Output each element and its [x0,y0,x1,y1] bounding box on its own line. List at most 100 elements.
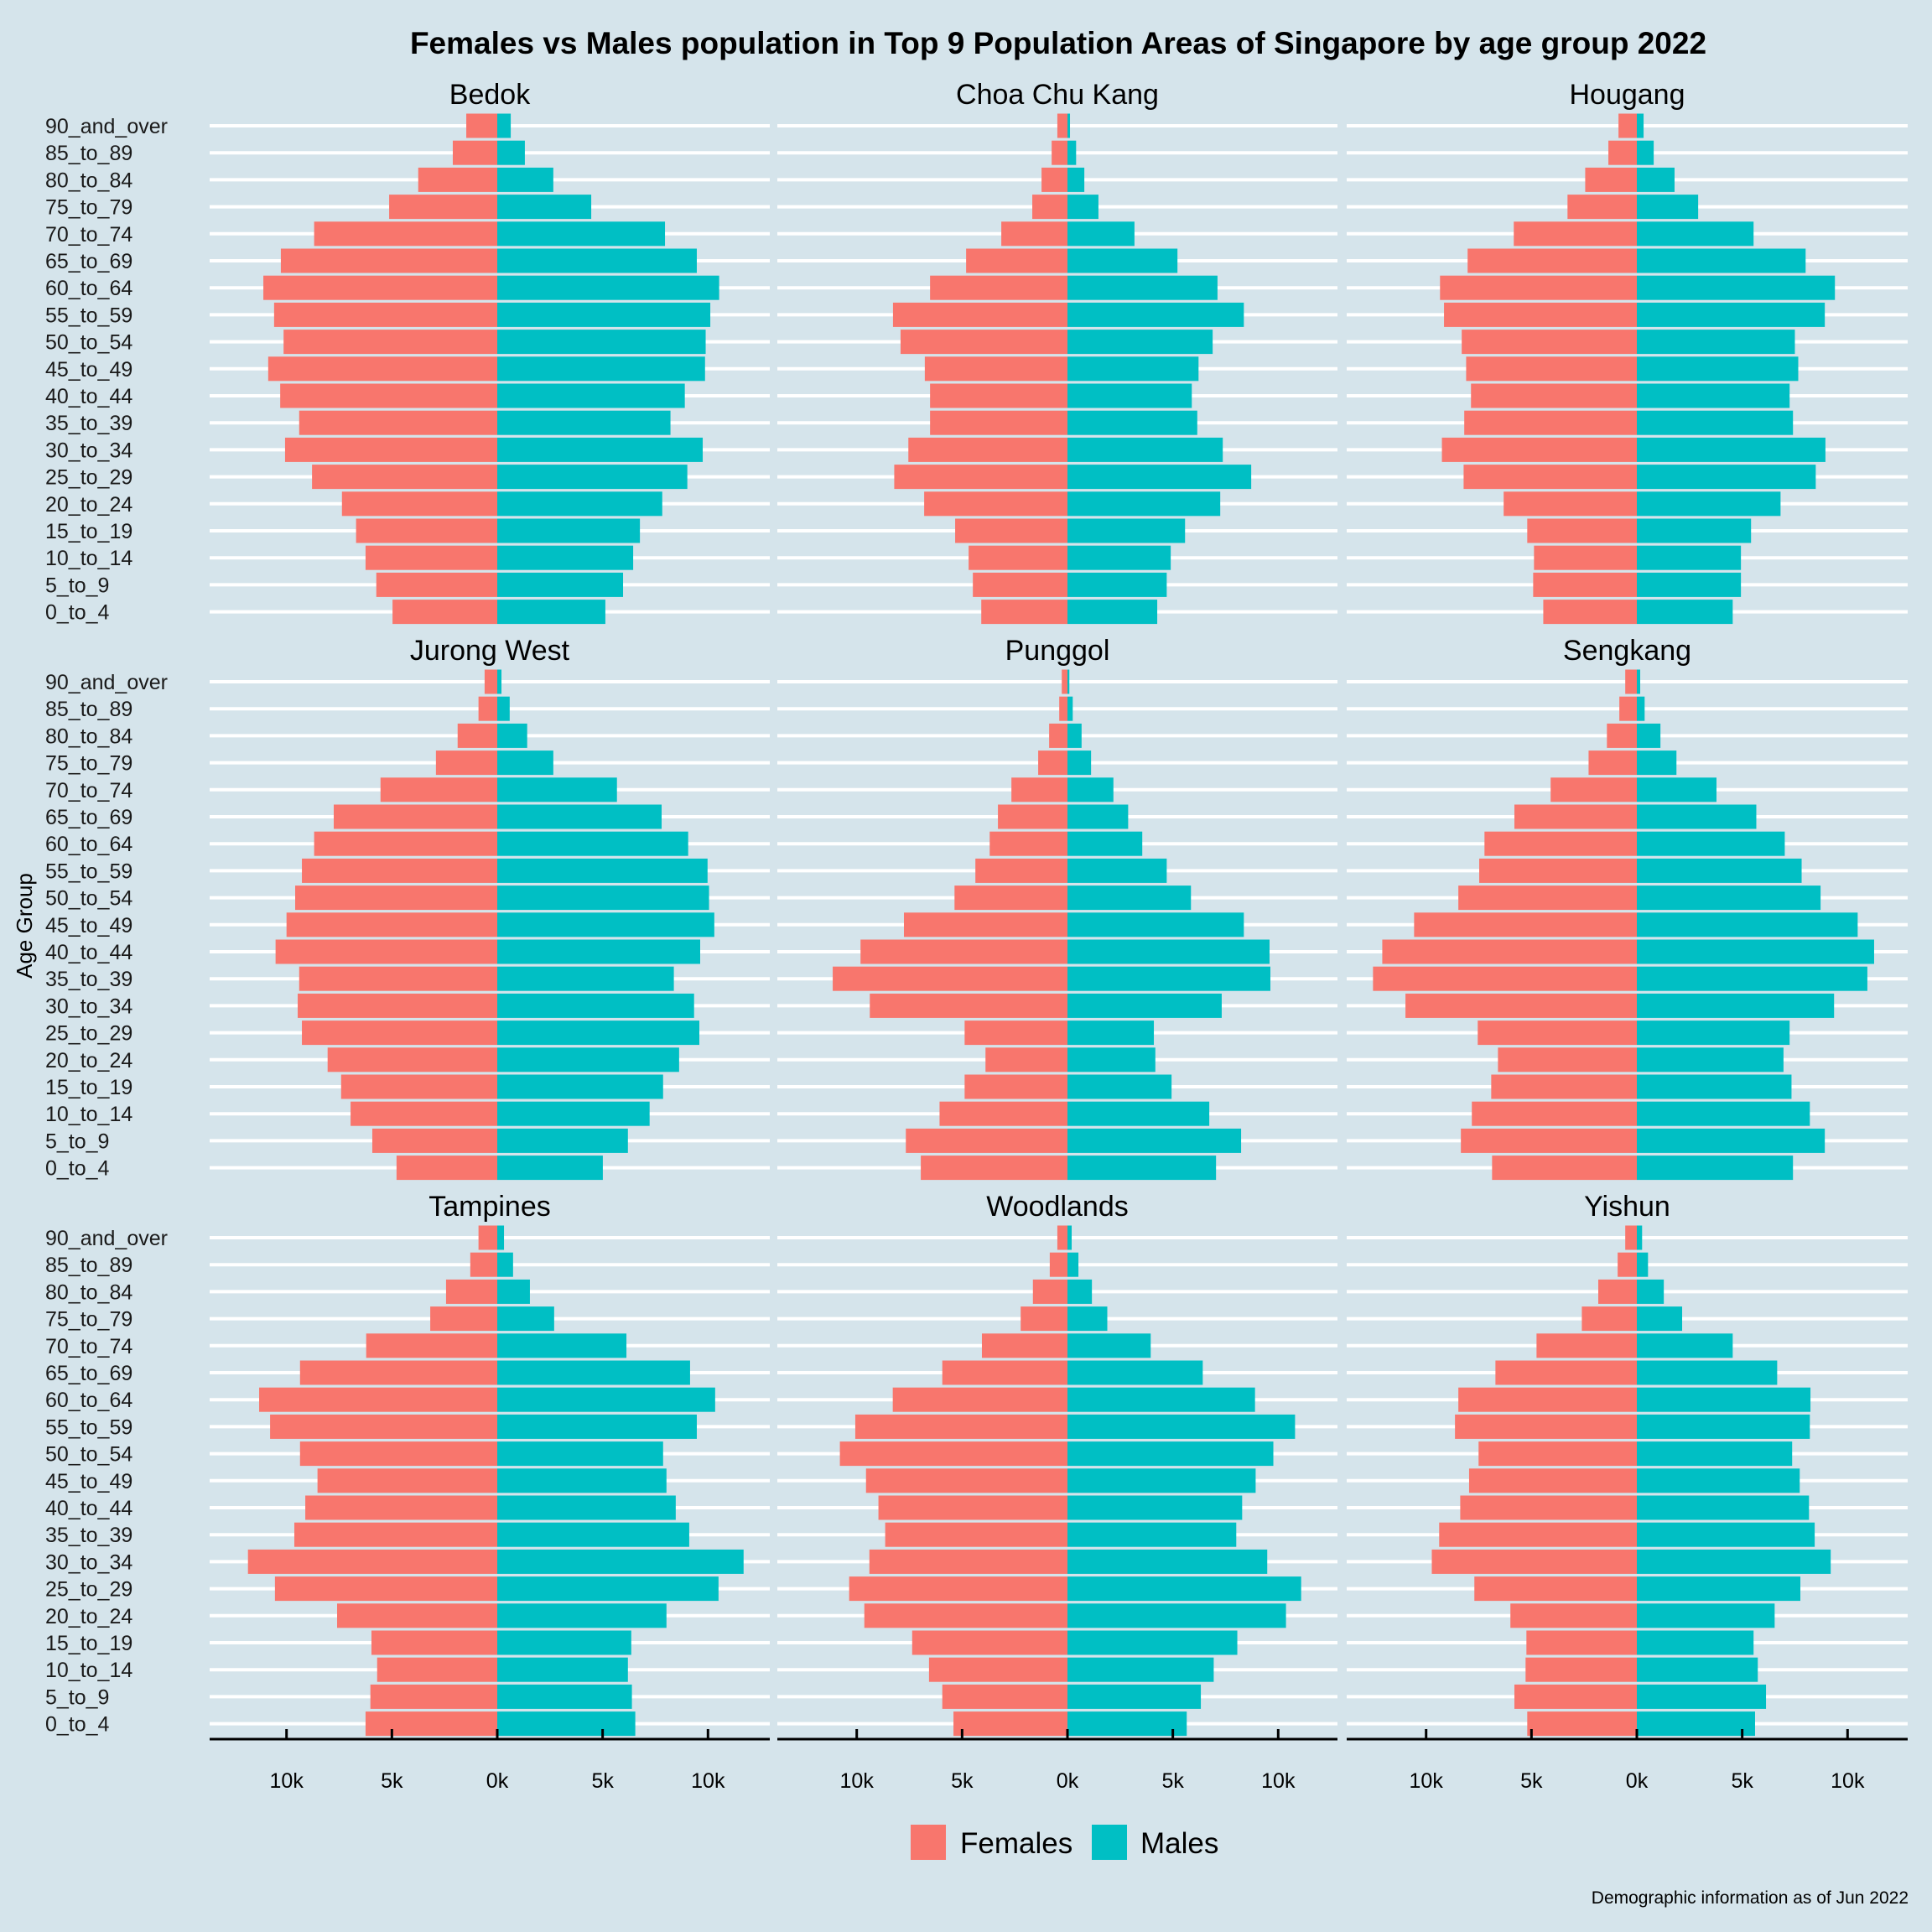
bar-female [1543,600,1637,625]
bar-female [1439,1522,1637,1547]
bar-female [908,437,1067,462]
bar-male [1067,248,1178,273]
facet-strip-label: Jurong West [410,635,570,667]
facet-strip-label: Woodlands [986,1191,1129,1223]
bar-male [1637,1549,1831,1574]
y-tick-label: 30_to_34 [45,439,132,462]
bar-male [1637,831,1785,856]
bar-male [1637,1630,1754,1655]
bar-male [497,545,634,570]
bar-male [1637,669,1641,694]
bar-male [1637,437,1826,462]
bar-male [497,669,502,694]
bar-female [286,912,497,937]
bar-female [317,1468,497,1493]
bar-male [1637,1387,1811,1412]
y-tick-label: 65_to_69 [45,1362,132,1385]
bar-male [497,572,624,597]
bar-female [478,696,497,721]
facet-panel: Bedok 90_and_over 85_to_89 80_to_84 75_to_79… [45,79,770,625]
bar-female [981,600,1067,625]
bar-male [497,1306,554,1332]
bar-male [497,195,592,220]
facet-panel: Yishun 10k 5k 0k 5k 10k [1347,1191,1908,1793]
bar-female [924,491,1067,517]
bar-male [497,1360,690,1385]
bar-female [267,356,497,382]
bar-male [1067,195,1098,220]
bar-male [1637,1101,1810,1126]
bar-male [497,113,512,138]
y-tick-label: 75_to_79 [45,1308,132,1332]
bar-female [274,1576,497,1602]
bar-male [497,1156,603,1181]
bar-female [1032,195,1067,220]
bar-female [298,993,497,1018]
bar-female [247,1549,497,1574]
bar-male [497,1522,689,1547]
bar-male [1067,600,1158,625]
bar-female [1495,1360,1637,1385]
bar-male [1067,1360,1203,1385]
bar-female [1484,831,1637,856]
bar-male [1637,491,1781,517]
bar-male [1637,1441,1793,1467]
bar-female [1567,195,1637,220]
bar-male [1637,1279,1665,1304]
y-tick-label: 40_to_44 [45,1497,132,1520]
bar-male [497,302,711,327]
bar-female [263,275,497,300]
bar-female [1598,1279,1637,1304]
y-tick-label: 20_to_24 [45,1049,132,1072]
x-tick-label: 5k [1161,1769,1184,1793]
bar-male [497,491,662,517]
facet-strip-label: Bedok [449,79,531,111]
bar-male [497,858,708,883]
bar-female [1460,1495,1637,1520]
bar-male [1067,1522,1237,1547]
bar-male [497,356,705,382]
y-tick-label: 40_to_44 [45,941,132,964]
bar-female [337,1603,497,1628]
legend-label-females: Females [960,1827,1072,1860]
y-tick-label: 75_to_79 [45,196,132,220]
y-tick-label: 80_to_84 [45,724,132,748]
bar-male [1637,545,1742,570]
bar-male [1637,1074,1792,1099]
x-tick-label: 10k [270,1769,304,1793]
bar-male [497,410,671,435]
bar-male [1067,1576,1301,1602]
bar-male [1637,518,1752,543]
bar-male [497,1128,628,1153]
bar-male [1637,1657,1758,1682]
bar-female [985,1047,1067,1072]
bar-male [1637,356,1799,382]
bar-male [1637,750,1677,776]
bar-male [497,1252,513,1277]
bar-female [903,912,1067,937]
bar-female [356,518,497,543]
facet-panel: Punggol [777,635,1337,1181]
bar-male [1067,1225,1072,1250]
y-tick-label: 65_to_69 [45,250,132,273]
bar-female [870,993,1067,1018]
bar-male [497,886,709,911]
bar-male [1067,465,1252,490]
bar-female [953,1711,1067,1737]
bar-female [1514,1684,1637,1709]
bar-female [284,437,497,462]
bar-female [966,248,1067,273]
bar-female [341,491,497,517]
bar-female [1491,1074,1637,1099]
y-tick-label: 35_to_39 [45,968,132,991]
bar-male [497,1549,744,1574]
x-tick-label: 10k [1410,1769,1444,1793]
bar-male [1637,939,1874,964]
bar-male [497,1576,719,1602]
bar-female [371,1630,497,1655]
bar-male [1637,140,1654,165]
y-tick-label: 20_to_24 [45,1605,132,1628]
bar-male [497,696,510,721]
bar-female [1011,777,1067,802]
bar-female [1062,669,1067,694]
